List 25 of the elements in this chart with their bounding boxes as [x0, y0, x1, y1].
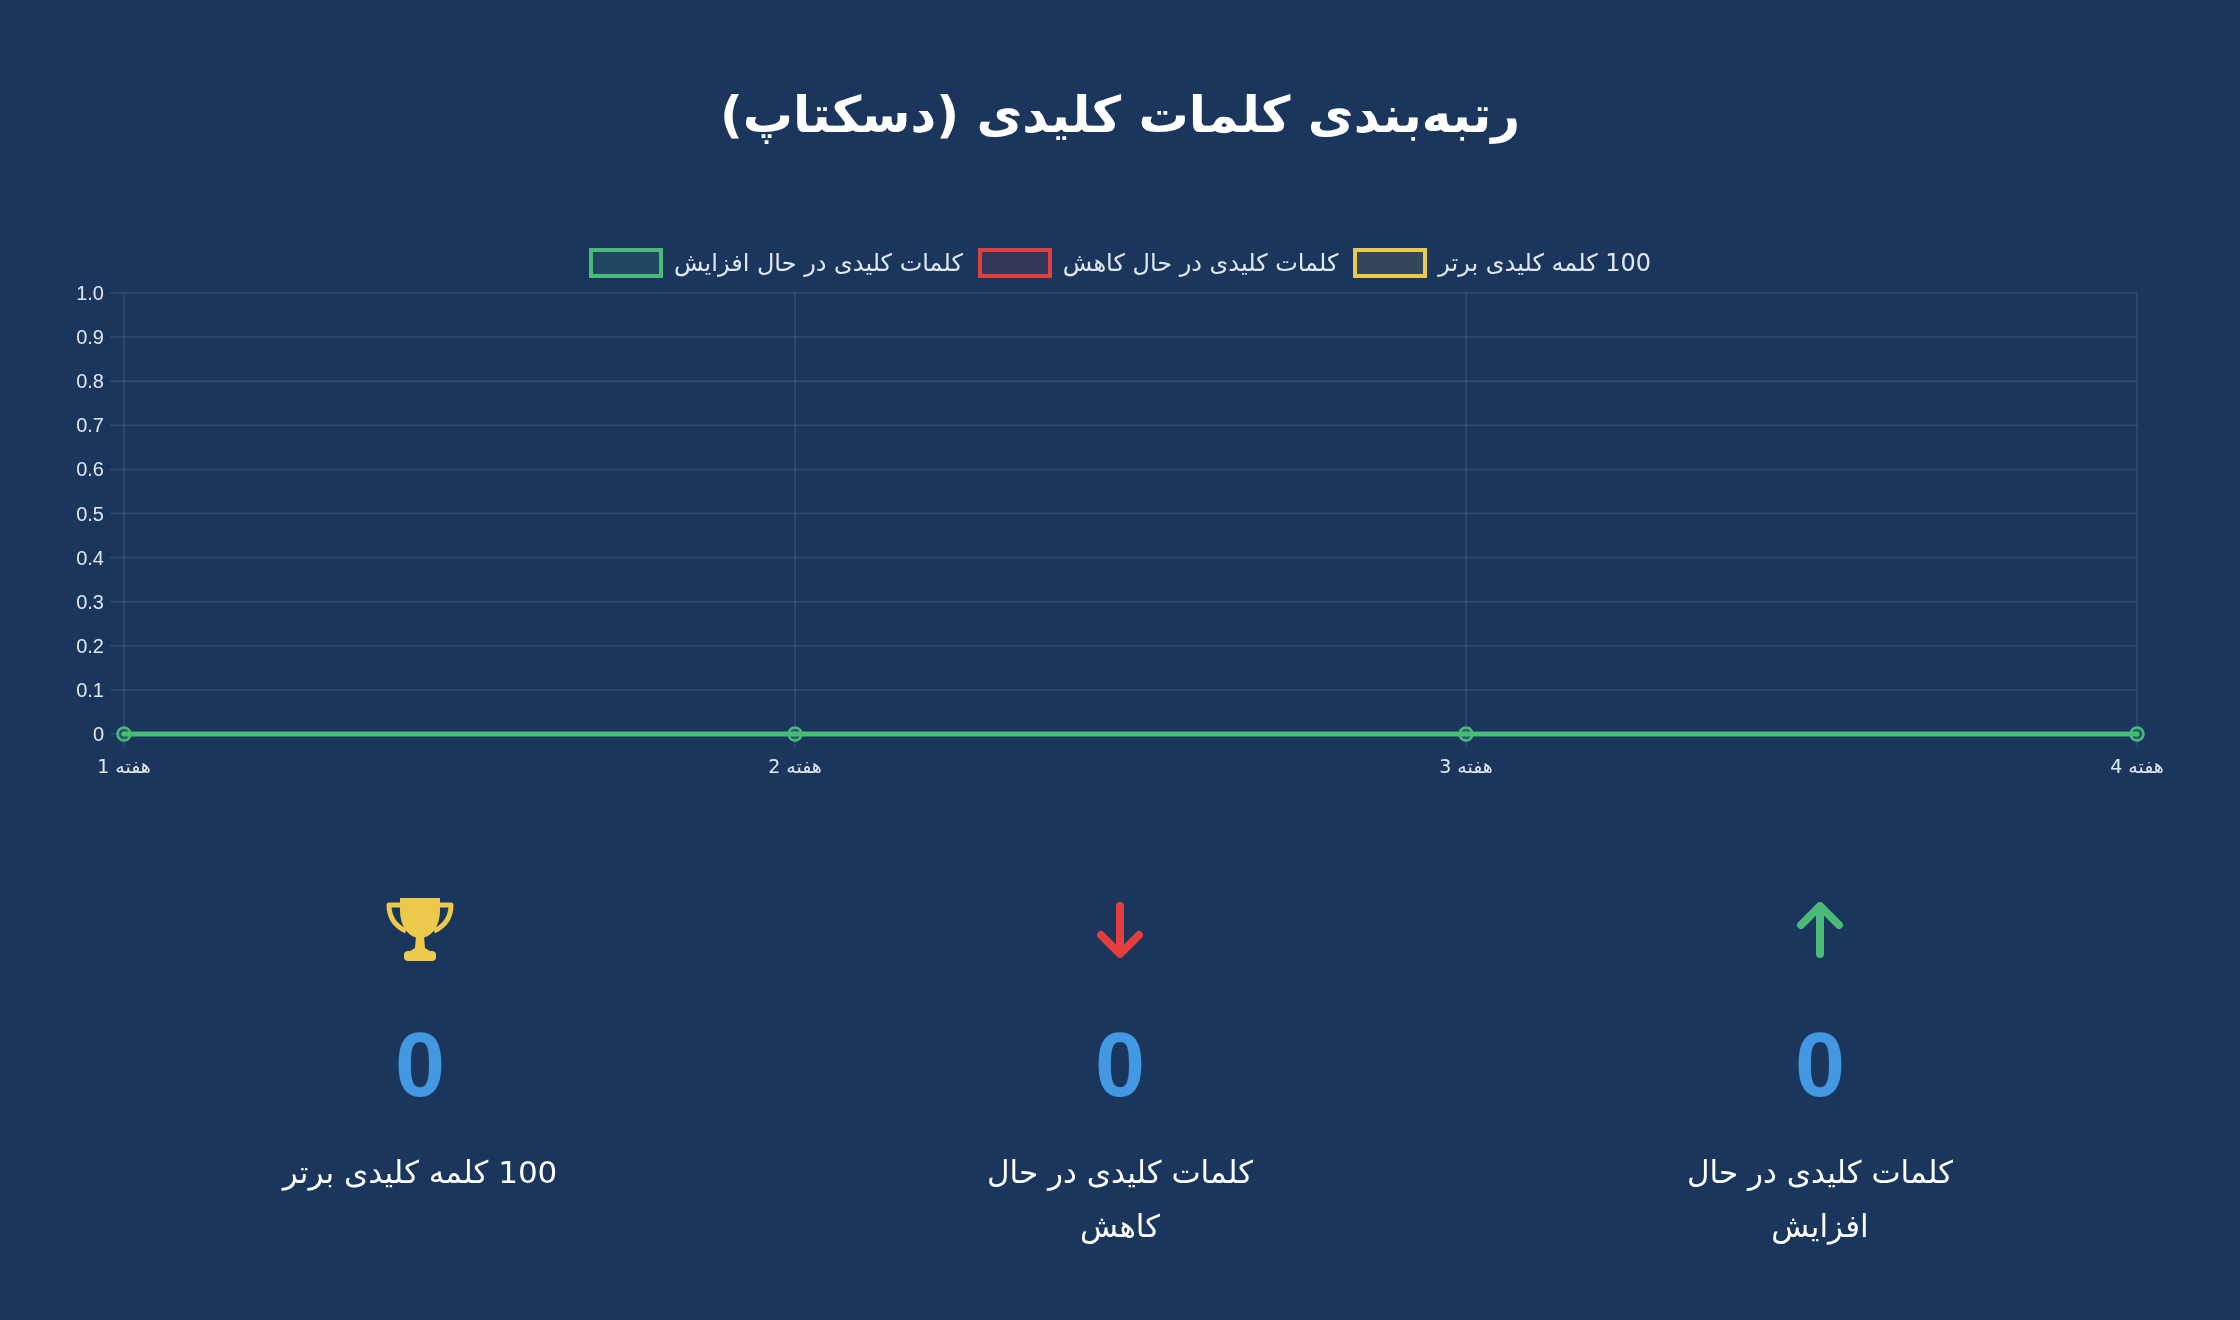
y-tick-label: 0.4 [76, 546, 104, 569]
legend-label: کلمات کلیدی در حال کاهش [1062, 249, 1339, 277]
y-tick-label: 0.7 [76, 414, 104, 437]
chart-title: رتبه‌بندی کلمات کلیدی (دسکتاپ) [719, 86, 1521, 144]
legend-label: 100 کلمه کلیدی برتر [1438, 249, 1652, 277]
y-tick-label: 0.9 [76, 326, 104, 349]
x-tick-label: هفته 4 [2110, 755, 2164, 777]
y-tick-label: 1.0 [76, 282, 104, 304]
data-label: 0 [1794, 1015, 1846, 1115]
legend-label: کلمات کلیدی در حال افزایش [673, 249, 963, 277]
y-tick-label: 0 [92, 723, 104, 745]
y-tick-label: 0.3 [76, 590, 104, 613]
y-tick-label: 0.1 [76, 678, 104, 701]
y-tick-label: 0.5 [76, 502, 104, 525]
x-tick-label: هفته 1 [97, 755, 151, 777]
x-tick-label: هفته 2 [768, 755, 822, 777]
category-label: کلمات کلیدی در حال کاهش [987, 1154, 1253, 1244]
data-label: 0 [394, 1015, 446, 1115]
category-label: کلمات کلیدی در حال افزایش [1687, 1154, 1953, 1244]
y-tick-label: 0.8 [76, 370, 104, 393]
y-tick-label: 0.2 [76, 634, 104, 657]
data-label: 0 [1094, 1015, 1146, 1115]
x-tick-label: هفته 3 [1439, 755, 1493, 777]
category-label: 100 کلمه کلیدی برتر [282, 1154, 558, 1190]
y-tick-label: 0.6 [76, 458, 104, 481]
